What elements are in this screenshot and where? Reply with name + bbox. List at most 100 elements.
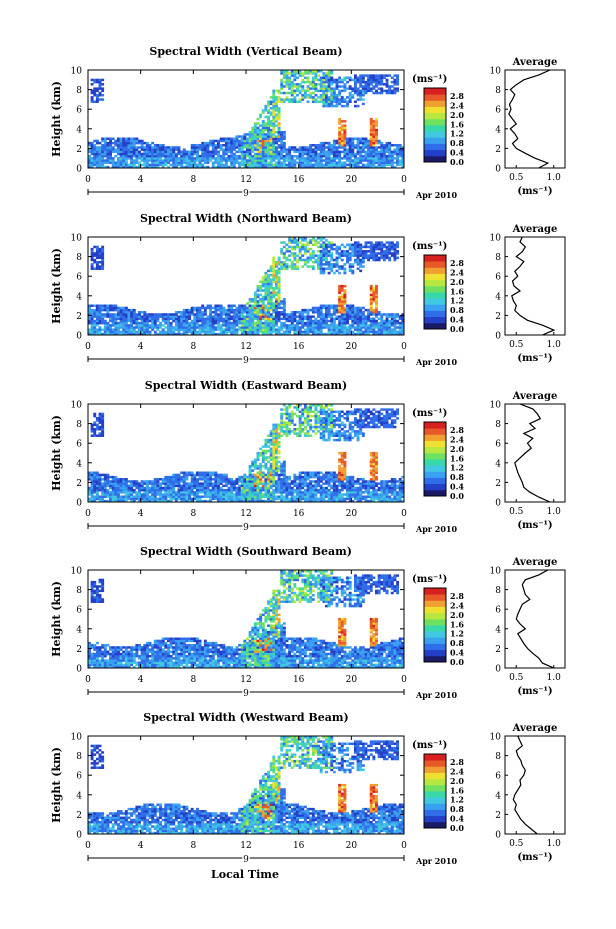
heatmap-cell (372, 124, 376, 127)
heatmap-cell (264, 441, 268, 444)
heatmap-cell (274, 306, 278, 310)
heatmap-cell (206, 482, 210, 485)
heatmap-cell (90, 304, 94, 307)
heatmap-cell (340, 311, 344, 314)
heatmap-cell (303, 93, 307, 97)
heatmap-cell (103, 484, 107, 488)
y-tick-label: 4 (76, 292, 82, 302)
heatmap-cell (251, 486, 255, 490)
heatmap-cell (303, 163, 307, 167)
heatmap-cell (385, 324, 389, 327)
heatmap-cell (256, 165, 260, 169)
heatmap-cell (251, 141, 255, 145)
heatmap-cell (325, 74, 328, 77)
heatmap-cell (361, 85, 365, 88)
heatmap-cell (393, 150, 397, 154)
heatmap-cell (119, 488, 123, 492)
heatmap-cell (251, 144, 255, 147)
heatmap-cell (182, 486, 186, 490)
heatmap-cell (332, 304, 336, 307)
heatmap-cell (201, 311, 205, 314)
heatmap-cell (296, 245, 299, 249)
heatmap-cell (290, 93, 294, 97)
heatmap-cell (219, 480, 223, 483)
heatmap-cell (375, 159, 378, 162)
heatmap-cell (311, 330, 315, 334)
heatmap-cell (264, 135, 268, 138)
heatmap-cell (322, 91, 326, 95)
average-title: Average (512, 224, 558, 235)
heatmap-cell (372, 291, 376, 294)
heatmap-cell (256, 141, 260, 145)
heatmap-cell (119, 497, 123, 501)
heatmap-cell (364, 317, 368, 321)
heatmap-cell (274, 328, 278, 331)
heatmap-cell (209, 141, 213, 145)
heatmap-cell (124, 495, 128, 498)
heatmap-cell (296, 326, 299, 329)
heatmap-cell (243, 495, 247, 498)
heatmap-cell (122, 139, 126, 143)
heatmap-cell (375, 311, 378, 314)
heatmap-cell (343, 332, 347, 336)
heatmap-cell (319, 243, 323, 247)
heatmap-cell (293, 70, 297, 73)
heatmap-cell (274, 291, 278, 294)
heatmap-cell (327, 98, 331, 101)
heatmap-cell (367, 241, 371, 244)
heatmap-cell (356, 319, 360, 323)
heatmap-cell (164, 148, 168, 151)
heatmap-cell (277, 109, 281, 112)
heatmap-cell (264, 144, 268, 147)
heatmap-cell (240, 497, 244, 501)
heatmap-cell (380, 78, 384, 82)
heatmap-cell (301, 154, 305, 158)
heatmap-cell (182, 330, 186, 334)
heatmap-cell (367, 146, 371, 149)
heatmap-cell (314, 163, 318, 167)
heatmap-cell (364, 326, 368, 329)
heatmap-cell (375, 150, 378, 154)
heatmap-cell (267, 304, 270, 307)
heatmap-cell (311, 76, 315, 80)
heatmap-cell (222, 165, 226, 169)
heatmap-cell (246, 165, 249, 169)
heatmap-cell (330, 165, 334, 169)
heatmap-cell (143, 332, 147, 336)
heatmap-cell (180, 499, 184, 503)
heatmap-cell (367, 330, 371, 334)
heatmap-cell (375, 308, 378, 312)
heatmap-cell (119, 163, 123, 167)
heatmap-cell (230, 482, 234, 485)
heatmap-cell (388, 141, 392, 145)
heatmap-cell (319, 263, 323, 266)
heatmap-cell (319, 148, 323, 151)
heatmap-cell (375, 295, 378, 299)
heatmap-cell (180, 324, 184, 327)
heatmap-cell (227, 139, 231, 143)
average-y-tick-label: 6 (495, 106, 501, 116)
heatmap-cell (209, 330, 213, 334)
heatmap-cell (335, 85, 339, 88)
heatmap-cell (259, 297, 263, 301)
x-tick-label: 8 (190, 342, 196, 352)
heatmap-cell (140, 157, 144, 160)
heatmap-cell (272, 89, 276, 93)
heatmap-cell (140, 499, 144, 503)
heatmap-cell (111, 499, 115, 503)
heatmap-cell (390, 317, 394, 321)
heatmap-cell (159, 321, 163, 325)
heatmap-cell (264, 462, 268, 466)
heatmap-cell (274, 317, 278, 321)
heatmap-cell (98, 434, 102, 437)
heatmap-cell (135, 161, 139, 164)
heatmap-cell (143, 146, 147, 149)
heatmap-cell (167, 478, 170, 481)
heatmap-cell (209, 475, 213, 479)
heatmap-cell (109, 484, 112, 488)
heatmap-cell (119, 157, 123, 160)
heatmap-cell (235, 491, 239, 494)
heatmap-cell (211, 491, 215, 494)
heatmap-cell (95, 256, 99, 260)
heatmap-cell (330, 247, 334, 251)
